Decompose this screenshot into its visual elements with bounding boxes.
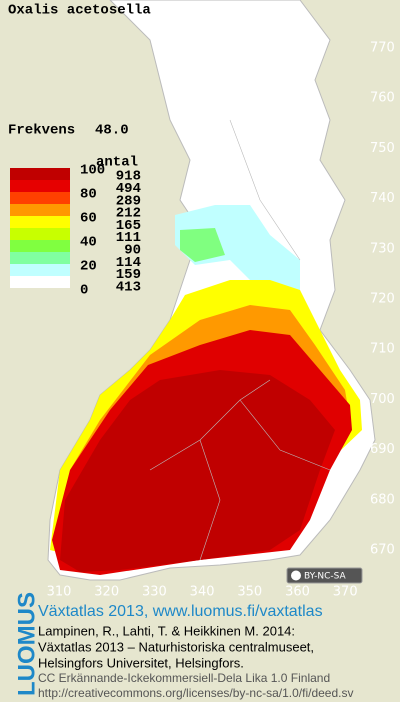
zone-light [175,205,300,290]
license-line: CC Erkännande-Ickekommersiell-Dela Lika … [38,671,330,685]
border [149,379,271,471]
legend-scale-label: 80 [80,187,97,203]
license-line: http://creativecommons.org/licenses/by-n… [38,686,353,700]
northing-label: 710 [370,342,395,357]
easting-label: 340 [190,585,215,600]
legend-swatch [10,252,70,264]
legend-count: 212 [116,206,141,222]
legend-count: 165 [116,218,141,234]
northing-label: 740 [370,191,395,206]
northing-label: 700 [370,392,395,407]
border [229,119,301,261]
legend-swatch [10,192,70,204]
northing-label: 750 [370,141,395,156]
northing-label: 760 [370,91,395,106]
legend-swatch [10,216,70,228]
legend-scale-label: 20 [80,259,97,275]
easting-label: 370 [333,585,358,600]
easting-label: 320 [94,585,119,600]
legend-count: 111 [116,230,141,246]
logo: LUOMUS [13,592,40,696]
legend-swatch [10,204,70,216]
footer-heading: Växtatlas 2013, www.luomus.fi/vaxtatlas [38,603,323,620]
badge-text: BY-NC-SA [304,572,347,582]
northing-label: 770 [370,41,395,56]
northing-label: 730 [370,241,395,256]
northing-label: 670 [370,543,395,558]
map [47,0,376,581]
frequency-value: 48.0 [95,123,129,139]
legend-scale-label: 100 [80,163,105,179]
legend-count: 494 [116,181,141,197]
legend-swatch [10,228,70,240]
easting-label: 350 [237,585,262,600]
northing-label: 720 [370,292,395,307]
legend-count: 114 [116,255,141,271]
zone-green [180,228,225,262]
frequency-label: Frekvens [8,123,75,139]
axes: 770 760 750 740 730 720 710 700 690 680 670 310 320 3… [47,41,395,600]
badge-icon [291,570,301,581]
license-badge: BY-NC-SA [286,567,363,584]
zone-darkred [60,370,335,572]
badge-box [286,567,363,584]
citation-line: Växtatlas 2013 – Naturhistoriska central… [38,639,314,654]
easting-label: 310 [47,585,72,600]
legend-swatch [10,240,70,252]
easting-label: 360 [285,585,310,600]
northing-label: 680 [370,492,395,507]
legend-header: antal [96,155,138,171]
legend-swatch [10,264,70,276]
easting-label: 330 [142,585,167,600]
legend-swatch [10,276,70,288]
borders [149,119,331,561]
legend-scale-label: 60 [80,211,97,227]
border [199,439,221,561]
legend-count: 918 [116,169,141,185]
citation-line: Helsingfors Universitet, Helsingfors. [38,655,244,670]
northing-label: 690 [370,442,395,457]
legend-swatch [10,168,70,180]
species-title: Oxalis acetosella [8,3,151,19]
legend-scale-label: 0 [80,283,88,299]
legend-count: 413 [116,279,141,295]
border [239,399,331,471]
footer: Lampinen, R., Lahti, T. & Heikkinen M. 2… [38,623,353,700]
legend-swatch [10,180,70,192]
legend-scale-label: 40 [80,235,97,251]
legend-count: 289 [116,193,141,209]
legend-count: 159 [116,267,141,283]
legend-count: 90 [124,243,141,259]
citation-line: Lampinen, R., Lahti, T. & Heikkinen M. 2… [38,623,295,638]
